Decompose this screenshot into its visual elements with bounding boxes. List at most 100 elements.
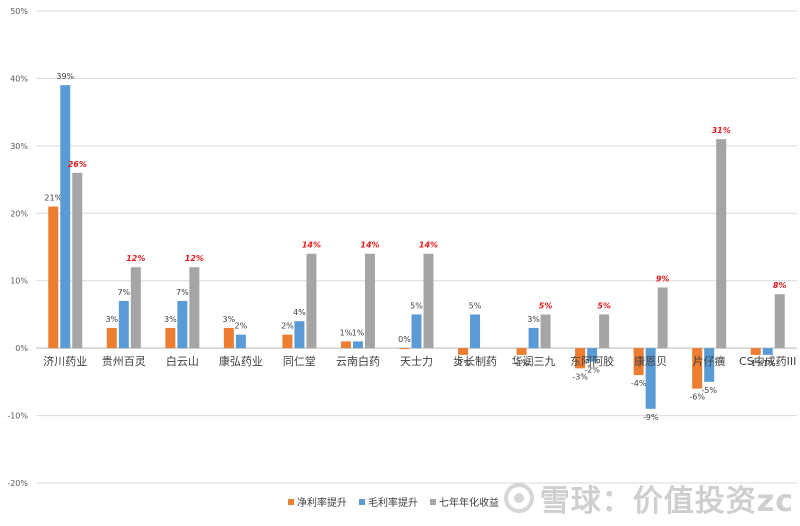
x-tick-label: 康弘药业	[219, 354, 263, 368]
data-label: -9%	[643, 413, 659, 422]
x-tick-label: 片仔癀	[693, 354, 726, 368]
y-tick-label: 40%	[10, 74, 28, 83]
x-tick-label: 康恩贝	[634, 354, 667, 368]
y-tick-label: -10%	[7, 412, 28, 421]
data-label: 7%	[176, 288, 189, 297]
data-label: 8%	[773, 281, 787, 290]
x-tick-label: 贵州百灵	[102, 355, 146, 368]
data-label: 5%	[597, 301, 611, 310]
bar	[575, 348, 586, 369]
legend-swatch	[288, 499, 294, 505]
bar	[306, 253, 317, 349]
data-label: 3%	[105, 315, 118, 324]
y-tick-label: 50%	[10, 7, 28, 16]
x-tick-label: 天士力	[400, 355, 433, 368]
data-label: 9%	[656, 274, 670, 283]
data-label: -1%	[514, 359, 530, 368]
x-tick-label: 云南白药	[336, 354, 380, 368]
bar	[399, 348, 410, 350]
data-label: 12%	[185, 254, 204, 263]
x-tick-label: 白云山	[166, 354, 199, 368]
bar	[235, 334, 246, 349]
bar	[352, 341, 363, 349]
bar	[60, 85, 71, 349]
bar	[633, 348, 644, 376]
data-label: -1%	[455, 359, 471, 368]
bar	[762, 348, 773, 355]
x-tick-label: 步长制药	[453, 355, 497, 368]
bar	[118, 300, 129, 349]
bar	[470, 314, 481, 349]
legend-swatch	[359, 499, 365, 505]
data-label: -1%	[760, 359, 776, 368]
data-label: 5%	[410, 301, 423, 310]
bar	[411, 314, 422, 349]
bar	[423, 253, 434, 349]
y-tick-label: -20%	[7, 479, 28, 488]
bar	[750, 348, 761, 355]
data-label: -3%	[572, 372, 588, 381]
data-label: 31%	[712, 126, 731, 135]
bar	[774, 294, 785, 349]
data-label: 5%	[469, 301, 482, 310]
data-label: -5%	[701, 386, 717, 395]
bar	[458, 348, 469, 355]
data-label: 14%	[302, 241, 321, 250]
x-tick-label: 东阿阿胶	[570, 354, 614, 368]
data-label: 2%	[281, 322, 294, 331]
data-label: 2%	[235, 322, 248, 331]
data-label: 7%	[117, 288, 130, 297]
bar	[692, 348, 703, 389]
bar	[657, 287, 668, 349]
bar	[130, 267, 141, 349]
bar	[294, 321, 305, 349]
legend-swatch	[430, 499, 436, 505]
data-label: 3%	[223, 315, 236, 324]
y-tick-label: 10%	[10, 277, 28, 286]
bar	[540, 314, 551, 349]
x-tick-label: 华润三九	[512, 354, 556, 368]
watermark: 雪球：价值投资zc	[503, 476, 794, 520]
bar	[223, 327, 234, 349]
x-tick-label: 济川药业	[43, 354, 87, 368]
bar	[716, 139, 727, 349]
data-label: -4%	[631, 379, 647, 388]
bar	[282, 334, 293, 349]
data-label: -6%	[689, 393, 705, 402]
bar	[704, 348, 715, 382]
data-label: 4%	[293, 308, 306, 317]
data-label: 3%	[527, 315, 540, 324]
data-label: -2%	[584, 366, 600, 375]
snowball-logo-icon	[503, 483, 534, 513]
bar	[177, 300, 188, 349]
data-label: 39%	[56, 72, 74, 81]
bar	[587, 348, 598, 362]
data-label: 14%	[419, 241, 438, 250]
bar	[364, 253, 375, 349]
bar	[72, 172, 83, 349]
bar	[189, 267, 200, 349]
bar	[165, 327, 176, 349]
y-tick-label: 20%	[10, 209, 28, 218]
bar	[106, 327, 117, 349]
legend-label: 毛利率提升	[368, 496, 418, 509]
watermark-text: 雪球：价值投资zc	[539, 484, 794, 519]
x-tick-label: 同仁堂	[283, 355, 316, 368]
data-label: 0%	[398, 335, 411, 344]
bar	[599, 314, 610, 349]
legend-label: 净利率提升	[297, 496, 347, 509]
data-label: 1%	[340, 328, 353, 337]
data-label: 12%	[126, 254, 145, 263]
data-label: 3%	[164, 315, 177, 324]
y-tick-label: 0%	[15, 344, 28, 353]
data-label: 14%	[360, 241, 379, 250]
bar	[516, 348, 527, 355]
data-label: 26%	[68, 160, 87, 169]
data-label: 5%	[539, 301, 553, 310]
bar	[528, 327, 539, 349]
bar	[48, 206, 59, 349]
x-tick-label: CS中成药III	[739, 355, 796, 368]
data-label: -1%	[748, 359, 764, 368]
